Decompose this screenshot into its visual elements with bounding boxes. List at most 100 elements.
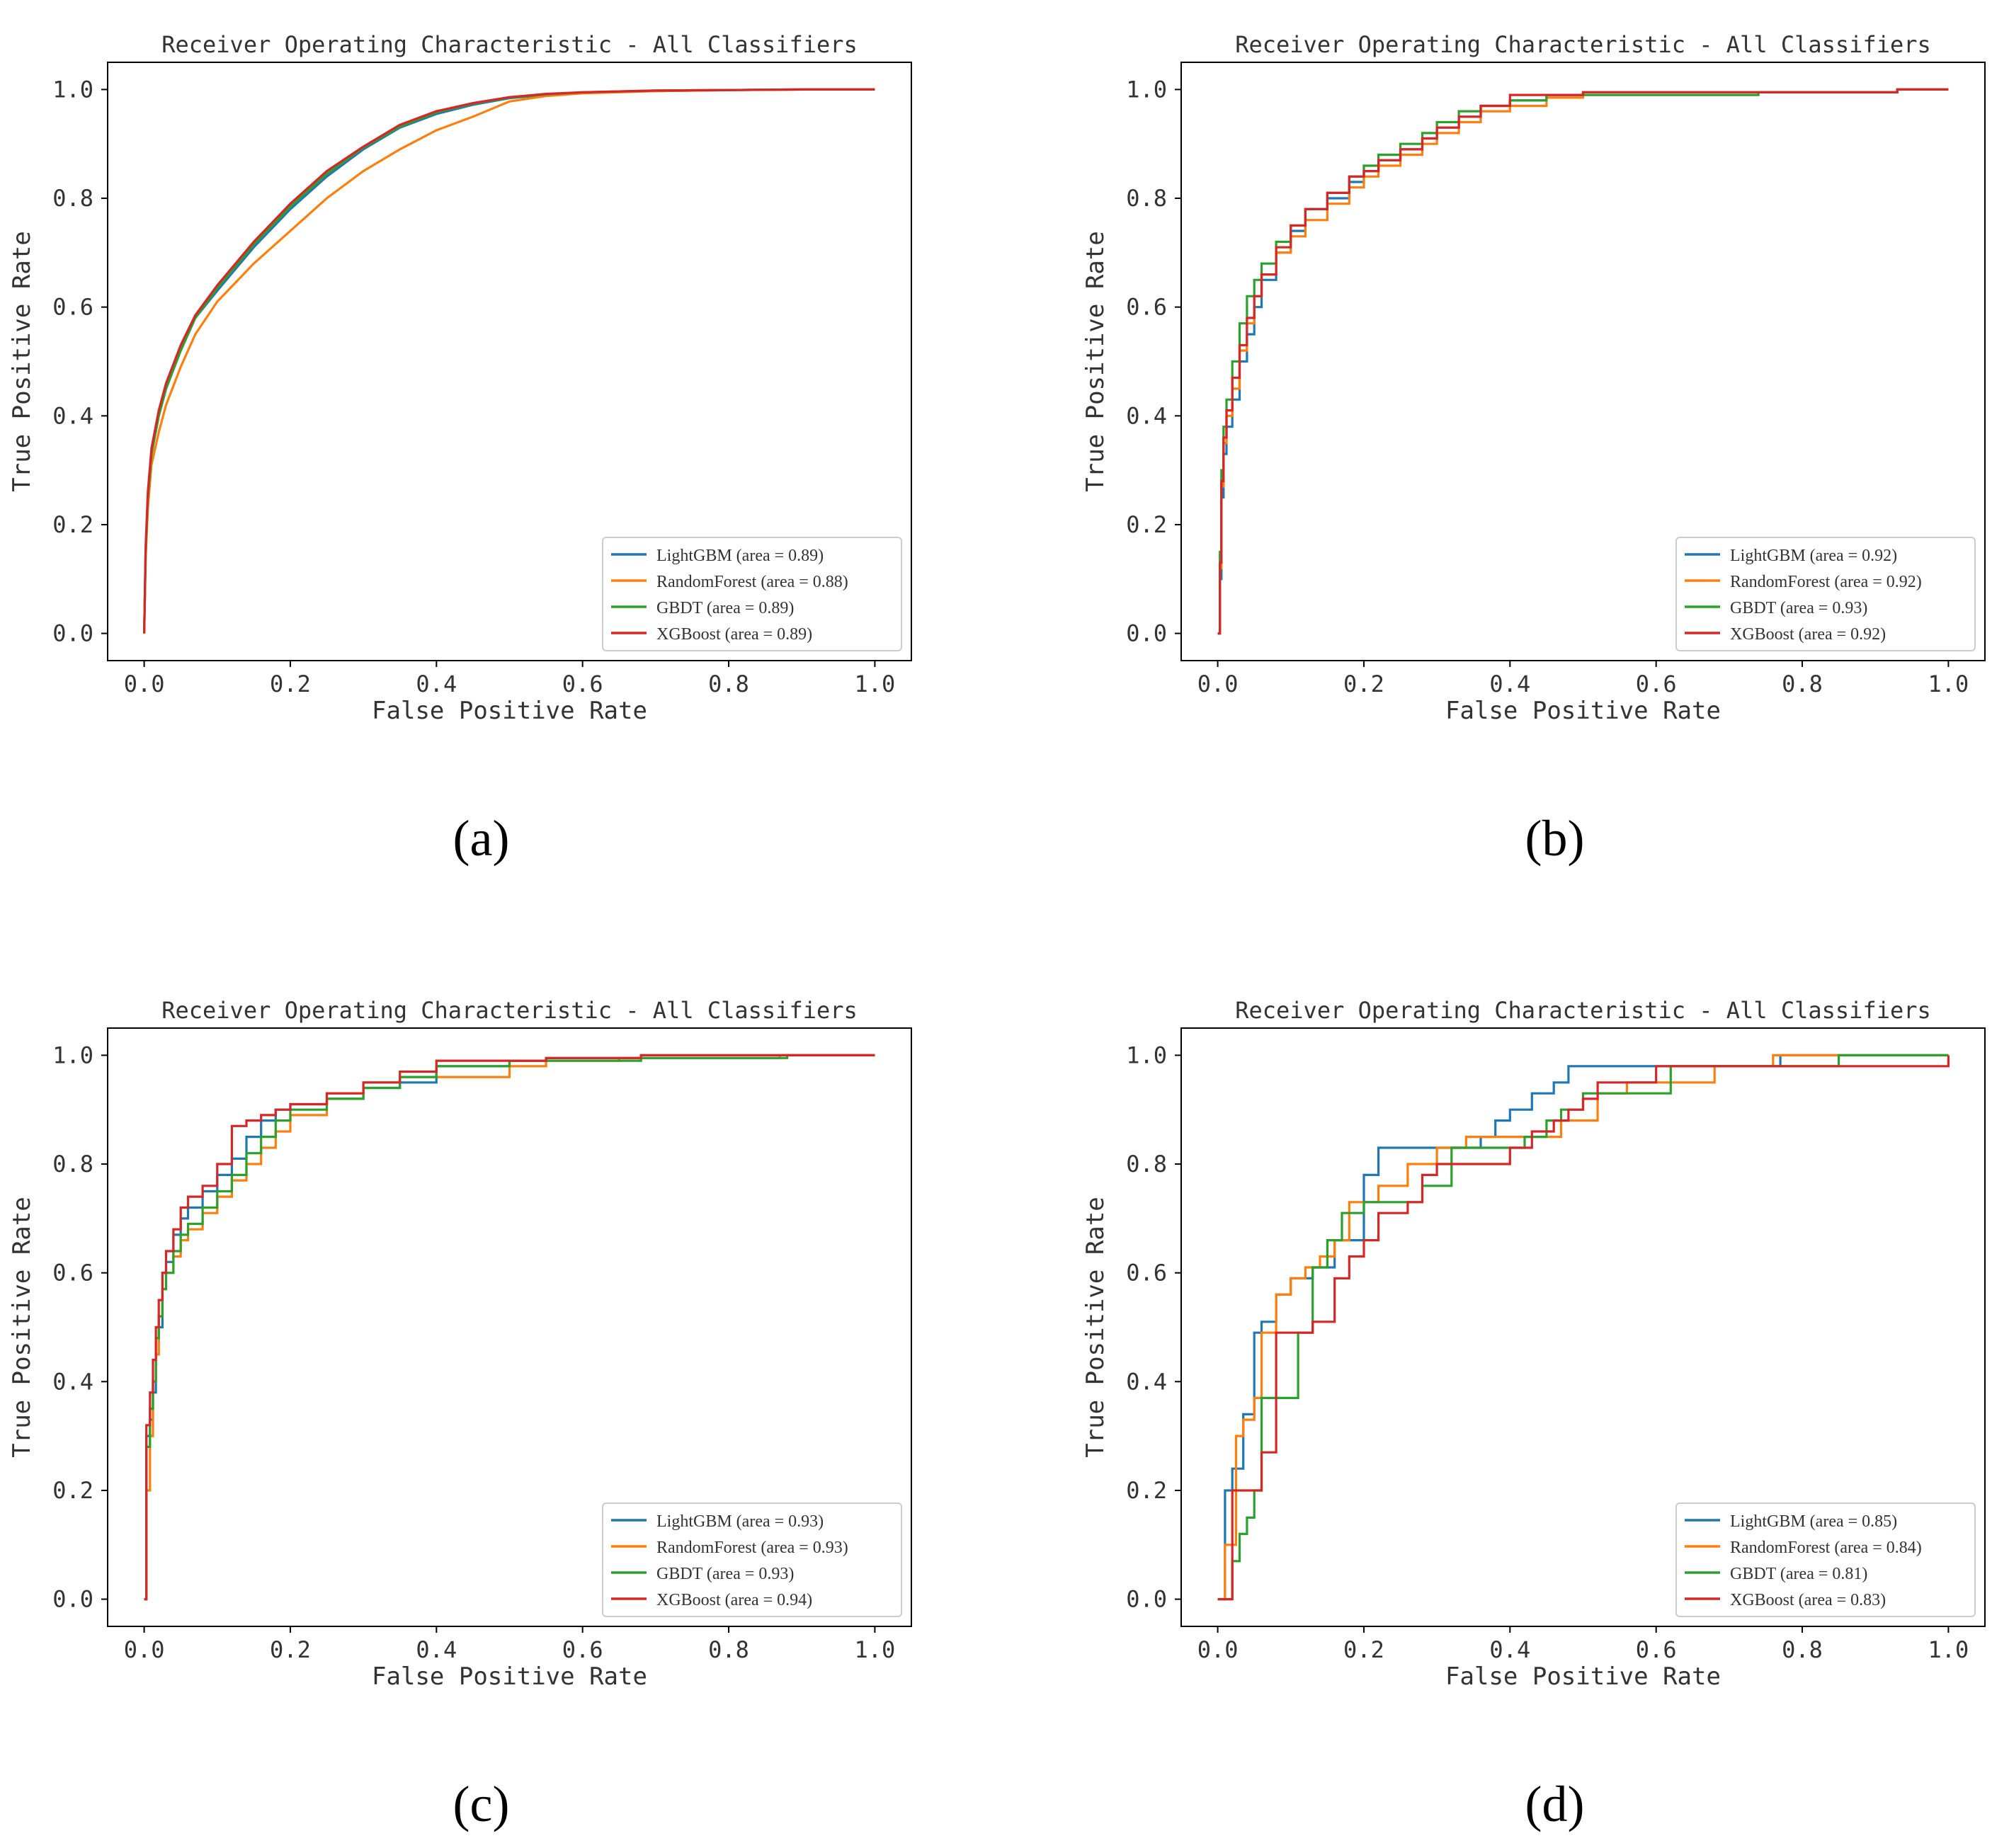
- legend-label-lightgbm: LightGBM (area = 0.85): [1730, 1512, 1897, 1531]
- x-tick-label: 0.8: [1782, 671, 1823, 697]
- legend: LightGBM (area = 0.92) RandomForest (area…: [1675, 537, 1976, 651]
- axes-frame: [1180, 1027, 1986, 1627]
- x-tick-label: 0.6: [1636, 1636, 1677, 1663]
- legend-label-randomforest: RandomForest (area = 0.88): [656, 573, 848, 591]
- x-tick-label: 0.2: [270, 671, 311, 697]
- y-axis-label: True Positive Rate: [8, 231, 36, 491]
- x-tick-label: 0.4: [1489, 671, 1530, 697]
- chart-title: Receiver Operating Characteristic - All …: [161, 31, 858, 58]
- panel-label: (c): [453, 1776, 510, 1832]
- x-tick-label: 0.6: [562, 1636, 603, 1663]
- x-axis-label: False Positive Rate: [372, 697, 647, 725]
- y-tick-label: 0.6: [1126, 1260, 1167, 1287]
- y-tick-label: 0.6: [52, 294, 93, 321]
- legend-box: [1675, 1502, 1976, 1617]
- y-tick-label: 0.8: [52, 185, 93, 212]
- y-tick-label: 1.0: [1126, 76, 1167, 103]
- x-tick-label: 0.0: [124, 671, 165, 697]
- y-tick-label: 0.2: [52, 511, 93, 538]
- legend-label-gbdt: GBDT (area = 0.93): [1730, 599, 1867, 617]
- chart-title: Receiver Operating Characteristic - All …: [1235, 997, 1931, 1024]
- y-tick-label: 0.2: [52, 1477, 93, 1504]
- x-tick-label: 0.6: [562, 671, 603, 697]
- x-tick-label: 0.4: [416, 1636, 457, 1663]
- x-tick-label: 0.0: [1197, 1636, 1239, 1663]
- y-axis-label: True Positive Rate: [1081, 231, 1110, 491]
- x-tick-label: 0.2: [270, 1636, 311, 1663]
- legend-box: [602, 537, 902, 651]
- y-tick-label: 0.6: [1126, 294, 1167, 321]
- y-tick-label: 0.0: [52, 620, 93, 647]
- chart-title: Receiver Operating Characteristic - All …: [161, 997, 858, 1024]
- y-tick-label: 0.8: [1126, 1151, 1167, 1177]
- y-tick-label: 0.8: [52, 1151, 93, 1177]
- legend-label-xgboost: XGBoost (area = 0.92): [1730, 625, 1886, 644]
- x-tick-label: 1.0: [855, 1636, 896, 1663]
- x-axis-label: False Positive Rate: [1445, 697, 1721, 725]
- x-tick-label: 0.2: [1343, 671, 1384, 697]
- x-tick-label: 1.0: [855, 671, 896, 697]
- y-tick-label: 0.0: [1126, 1586, 1167, 1613]
- y-axis-label: True Positive Rate: [8, 1197, 36, 1457]
- y-tick-label: 1.0: [52, 76, 93, 103]
- x-axis-label: False Positive Rate: [372, 1662, 647, 1691]
- roc-curve-lightgbm: [1217, 1054, 1949, 1601]
- axes-frame: [1180, 62, 1986, 661]
- x-tick-label: 0.4: [416, 671, 457, 697]
- y-tick-label: 0.4: [52, 402, 93, 429]
- legend-label-lightgbm: LightGBM (area = 0.89): [656, 547, 824, 565]
- x-tick-label: 0.8: [708, 671, 749, 697]
- y-tick-label: 0.8: [1126, 185, 1167, 212]
- x-tick-label: 0.4: [1489, 1636, 1530, 1663]
- roc-panel-b: Receiver Operating Characteristic - All …: [1081, 31, 1986, 867]
- axes-frame: [107, 1027, 912, 1627]
- roc-curve-xgboost: [144, 1054, 875, 1601]
- panel-label: (b): [1525, 810, 1585, 867]
- legend-label-xgboost: XGBoost (area = 0.83): [1730, 1591, 1886, 1609]
- legend: LightGBM (area = 0.85) RandomForest (area…: [1675, 1502, 1976, 1617]
- legend-label-xgboost: XGBoost (area = 0.94): [656, 1591, 812, 1609]
- y-tick-label: 1.0: [52, 1042, 93, 1068]
- chart-title: Receiver Operating Characteristic - All …: [1235, 31, 1931, 58]
- legend-label-randomforest: RandomForest (area = 0.92): [1730, 573, 1922, 591]
- x-tick-label: 1.0: [1928, 671, 1969, 697]
- x-tick-label: 0.0: [124, 1636, 165, 1663]
- y-axis-label: True Positive Rate: [1081, 1197, 1110, 1457]
- y-tick-label: 0.0: [1126, 620, 1167, 647]
- roc-curve-xgboost: [1217, 1055, 1950, 1601]
- x-tick-label: 1.0: [1928, 1636, 1969, 1663]
- legend-label-lightgbm: LightGBM (area = 0.93): [656, 1512, 824, 1531]
- panel-label: (a): [453, 810, 510, 867]
- legend-label-gbdt: GBDT (area = 0.81): [1730, 1565, 1867, 1583]
- legend-label-randomforest: RandomForest (area = 0.84): [1730, 1539, 1922, 1557]
- legend: LightGBM (area = 0.93) RandomForest (area…: [602, 1502, 902, 1617]
- roc-curve-xgboost: [143, 88, 875, 634]
- legend-box: [602, 1502, 902, 1617]
- x-tick-label: 0.8: [1782, 1636, 1823, 1663]
- roc-panel-a: Receiver Operating Characteristic - All …: [8, 31, 912, 867]
- roc-curve-gbdt: [1217, 1054, 1949, 1601]
- y-tick-label: 0.6: [52, 1260, 93, 1287]
- legend-box: [1675, 537, 1976, 651]
- x-tick-label: 0.2: [1343, 1636, 1384, 1663]
- y-tick-label: 1.0: [1126, 1042, 1167, 1068]
- roc-curve-xgboost: [1217, 88, 1949, 635]
- legend-label-randomforest: RandomForest (area = 0.93): [656, 1539, 848, 1557]
- x-tick-label: 0.6: [1636, 671, 1677, 697]
- legend-label-xgboost: XGBoost (area = 0.89): [656, 625, 812, 644]
- y-tick-label: 0.2: [1126, 511, 1167, 538]
- roc-curve-gbdt: [144, 1054, 875, 1601]
- roc-panel-d: Receiver Operating Characteristic - All …: [1081, 997, 1986, 1832]
- y-tick-label: 0.0: [52, 1586, 93, 1613]
- panel-label: (d): [1525, 1776, 1585, 1832]
- axes-frame: [107, 62, 912, 661]
- x-tick-label: 0.8: [708, 1636, 749, 1663]
- legend-label-lightgbm: LightGBM (area = 0.92): [1730, 547, 1897, 565]
- y-tick-label: 0.4: [1126, 1368, 1167, 1395]
- legend: LightGBM (area = 0.89) RandomForest (area…: [602, 537, 902, 651]
- x-tick-label: 0.0: [1197, 671, 1239, 697]
- roc-panel-c: Receiver Operating Characteristic - All …: [8, 997, 912, 1832]
- legend-label-gbdt: GBDT (area = 0.93): [656, 1565, 794, 1583]
- y-tick-label: 0.4: [52, 1368, 93, 1395]
